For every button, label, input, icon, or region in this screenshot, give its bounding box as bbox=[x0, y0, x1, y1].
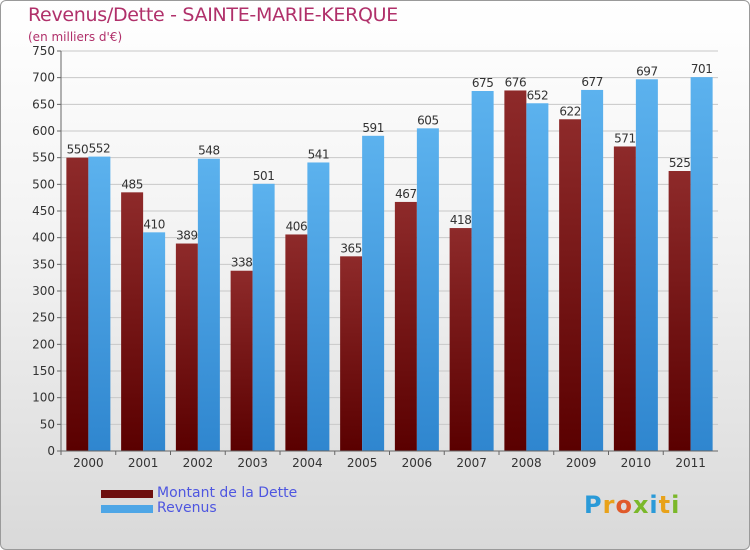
legend-swatch-revenus bbox=[101, 505, 153, 513]
value-label-debt-2008: 676 bbox=[505, 75, 526, 89]
value-label-debt-2005: 365 bbox=[340, 241, 361, 255]
value-label-debt-2001: 485 bbox=[121, 177, 142, 191]
x-tick-label-2009: 2009 bbox=[566, 456, 597, 470]
value-label-revenus-2004: 541 bbox=[308, 147, 329, 161]
value-label-revenus-2010: 697 bbox=[636, 64, 657, 78]
bar-debt-2011 bbox=[668, 171, 691, 451]
bar-revenus-2002 bbox=[197, 158, 220, 451]
grid-layer bbox=[61, 50, 718, 452]
x-tick-label-2007: 2007 bbox=[456, 456, 487, 470]
value-label-revenus-2009: 677 bbox=[581, 75, 602, 89]
bar-debt-2009 bbox=[559, 119, 582, 452]
y-tick-label-750: 750 bbox=[32, 44, 55, 58]
bar-revenus-2010 bbox=[635, 79, 658, 452]
x-tick-label-2006: 2006 bbox=[402, 456, 433, 470]
bars-layer bbox=[66, 77, 713, 452]
bar-debt-2008 bbox=[504, 90, 527, 451]
value-label-revenus-2002: 548 bbox=[198, 144, 219, 158]
y-tick-label-600: 600 bbox=[32, 124, 55, 138]
value-label-revenus-2011: 701 bbox=[691, 62, 712, 76]
x-tick-label-2005: 2005 bbox=[347, 456, 378, 470]
value-label-revenus-2001: 410 bbox=[143, 217, 164, 231]
x-tick-label-2003: 2003 bbox=[237, 456, 268, 470]
x-tick-label-2004: 2004 bbox=[292, 456, 323, 470]
y-tick-label-700: 700 bbox=[32, 71, 55, 85]
legend-swatch-debt bbox=[101, 490, 153, 498]
value-label-debt-2009: 622 bbox=[559, 104, 580, 118]
axis-layer: 0 50 100 150 200 250 300 350 400 450 500 550 600 650 7… bbox=[32, 44, 718, 470]
value-label-debt-2011: 525 bbox=[669, 156, 690, 170]
bar-revenus-2004 bbox=[307, 162, 330, 451]
value-label-revenus-2000: 552 bbox=[89, 142, 110, 156]
legend-label-debt: Montant de la Dette bbox=[157, 485, 298, 501]
proxiti-logo: Proxiti bbox=[584, 491, 680, 519]
x-tick-label-2008: 2008 bbox=[511, 456, 542, 470]
x-tick-label-2001: 2001 bbox=[128, 456, 159, 470]
bar-revenus-2007 bbox=[471, 91, 494, 451]
value-label-debt-2006: 467 bbox=[395, 187, 416, 201]
x-tick-label-2000: 2000 bbox=[73, 456, 104, 470]
bar-debt-2001 bbox=[121, 192, 144, 452]
bar-revenus-2006 bbox=[416, 128, 439, 451]
x-tick-label-2010: 2010 bbox=[621, 456, 652, 470]
y-tick-label-100: 100 bbox=[32, 391, 55, 405]
value-label-revenus-2005: 591 bbox=[362, 121, 383, 135]
bar-revenus-2009 bbox=[581, 89, 604, 451]
chart-subtitle: (en milliers d'€) bbox=[28, 30, 123, 44]
value-label-revenus-2007: 675 bbox=[472, 76, 493, 90]
logo-letter: P bbox=[584, 491, 603, 519]
value-label-debt-2002: 389 bbox=[176, 229, 197, 243]
value-label-debt-2003: 338 bbox=[231, 256, 252, 270]
y-tick-label-400: 400 bbox=[32, 231, 55, 245]
chart-title: Revenus/Dette - SAINTE-MARIE-KERQUE bbox=[28, 4, 398, 26]
bar-revenus-2011 bbox=[690, 77, 713, 451]
logo-letter: t bbox=[658, 491, 672, 519]
x-tick-label-2002: 2002 bbox=[183, 456, 214, 470]
y-tick-label-0: 0 bbox=[47, 444, 55, 458]
labels-layer: 550 552 485 410 389 548 338 501 406 541 365 591 467 6… bbox=[67, 62, 713, 270]
y-tick-label-250: 250 bbox=[32, 311, 55, 325]
y-tick-label-300: 300 bbox=[32, 284, 55, 298]
bar-debt-2000 bbox=[66, 157, 89, 451]
y-tick-label-450: 450 bbox=[32, 204, 55, 218]
value-label-revenus-2008: 652 bbox=[527, 88, 548, 102]
value-label-revenus-2006: 605 bbox=[417, 113, 438, 127]
logo-letter: i bbox=[649, 491, 659, 519]
value-label-debt-2010: 571 bbox=[614, 131, 635, 145]
bar-debt-2004 bbox=[285, 234, 308, 451]
bar-debt-2010 bbox=[613, 146, 636, 451]
value-label-debt-2004: 406 bbox=[286, 219, 307, 233]
value-label-debt-2000: 550 bbox=[67, 143, 88, 157]
bar-revenus-2003 bbox=[252, 183, 275, 452]
logo-letter: r bbox=[602, 491, 616, 519]
bar-revenus-2001 bbox=[143, 232, 166, 451]
value-label-debt-2007: 418 bbox=[450, 213, 471, 227]
y-tick-label-500: 500 bbox=[32, 177, 55, 191]
bar-debt-2003 bbox=[230, 270, 253, 451]
y-tick-label-650: 650 bbox=[32, 97, 55, 111]
y-tick-label-50: 50 bbox=[40, 417, 55, 431]
bar-revenus-2000 bbox=[88, 156, 111, 451]
y-tick-label-200: 200 bbox=[32, 337, 55, 351]
bar-debt-2007 bbox=[449, 228, 472, 451]
legend-label-revenus: Revenus bbox=[157, 500, 217, 516]
y-tick-label-550: 550 bbox=[32, 151, 55, 165]
bar-revenus-2008 bbox=[526, 103, 549, 452]
logo-letter: x bbox=[632, 491, 650, 519]
logo-letter: o bbox=[615, 491, 633, 519]
value-label-revenus-2003: 501 bbox=[253, 169, 274, 183]
x-tick-label-2011: 2011 bbox=[675, 456, 706, 470]
bar-revenus-2005 bbox=[362, 135, 385, 452]
bar-debt-2006 bbox=[394, 201, 417, 451]
y-tick-label-350: 350 bbox=[32, 257, 55, 271]
logo-letter: i bbox=[671, 491, 681, 519]
bar-debt-2002 bbox=[175, 243, 198, 451]
y-tick-label-150: 150 bbox=[32, 364, 55, 378]
bar-debt-2005 bbox=[340, 256, 363, 451]
